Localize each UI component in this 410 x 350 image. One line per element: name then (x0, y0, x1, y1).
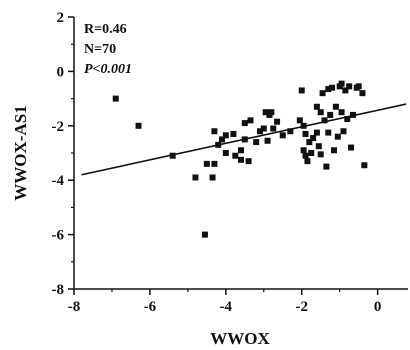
data-point (192, 174, 199, 181)
data-point (330, 147, 337, 154)
data-point (270, 125, 277, 132)
data-point (344, 116, 351, 122)
x-tick-label: -2 (295, 299, 308, 315)
data-point (334, 133, 341, 140)
data-point (215, 141, 222, 148)
data-point (219, 136, 226, 143)
data-point (325, 129, 332, 136)
data-point (300, 147, 307, 154)
data-point (241, 120, 248, 127)
data-point (308, 150, 315, 156)
data-point (315, 143, 322, 150)
data-point (319, 90, 326, 97)
data-point (313, 103, 320, 110)
data-point (287, 128, 294, 135)
data-point (256, 128, 263, 135)
data-point (253, 139, 260, 146)
data-point (332, 103, 339, 110)
data-point (355, 83, 362, 90)
data-point (302, 130, 309, 137)
data-point (238, 156, 244, 163)
data-point (262, 109, 269, 116)
x-tick-label: -8 (68, 299, 81, 315)
data-point (232, 152, 239, 159)
data-point (222, 132, 229, 139)
y-axis-title: WWOX-AS1 (11, 105, 30, 200)
data-point (279, 132, 286, 139)
data-point (325, 86, 332, 93)
data-point (302, 152, 309, 159)
stat-n: N=70 (84, 42, 116, 57)
data-point (338, 80, 345, 87)
data-point (306, 139, 313, 146)
y-tick-label: -8 (52, 282, 65, 298)
data-point (340, 128, 347, 135)
data-point (361, 162, 368, 169)
y-tick-label: -2 (52, 119, 65, 135)
data-point (346, 83, 353, 90)
data-point (349, 111, 356, 118)
data-point (321, 117, 328, 124)
data-point (323, 163, 330, 170)
data-point (135, 122, 142, 129)
data-point (264, 137, 271, 144)
y-tick-label: -6 (52, 228, 65, 244)
data-point (342, 87, 349, 94)
data-point (241, 136, 248, 143)
data-point (338, 109, 345, 116)
data-point (247, 117, 254, 124)
data-point (268, 109, 275, 116)
y-tick-label: 2 (57, 10, 65, 26)
data-point (238, 147, 244, 154)
data-point (274, 118, 281, 125)
data-point (230, 130, 237, 137)
y-tick-label: -4 (52, 173, 65, 189)
data-point (317, 109, 324, 116)
x-tick-label: 0 (374, 299, 382, 315)
data-point (209, 174, 216, 181)
data-point (222, 150, 229, 156)
x-axis-title: WWOX (210, 329, 270, 348)
data-point (296, 117, 303, 124)
y-axis-ticks: 2 0 -2 -4 -6 -8 (52, 10, 74, 298)
data-point (310, 135, 317, 142)
y-tick-label: 0 (57, 64, 65, 80)
data-points-layer (112, 80, 368, 238)
data-point (313, 129, 320, 136)
data-point (211, 128, 218, 135)
data-point (300, 122, 307, 129)
stat-p: P<0.001 (84, 62, 132, 77)
data-point (169, 152, 176, 159)
x-tick-label: -4 (220, 299, 233, 315)
data-point (112, 95, 119, 102)
stat-r: R=0.46 (84, 22, 127, 37)
data-point (317, 151, 324, 158)
data-point (304, 158, 311, 165)
data-point (327, 111, 334, 118)
data-point (201, 231, 208, 238)
x-tick-label: -6 (144, 299, 157, 315)
data-point (348, 144, 355, 151)
data-point (260, 125, 267, 132)
data-point (203, 160, 210, 167)
data-point (329, 84, 336, 91)
data-point (298, 87, 305, 94)
data-point (245, 158, 252, 165)
x-axis-ticks: -8 -6 -4 -2 0 (68, 289, 382, 315)
data-point (359, 90, 366, 97)
data-point (211, 160, 218, 167)
